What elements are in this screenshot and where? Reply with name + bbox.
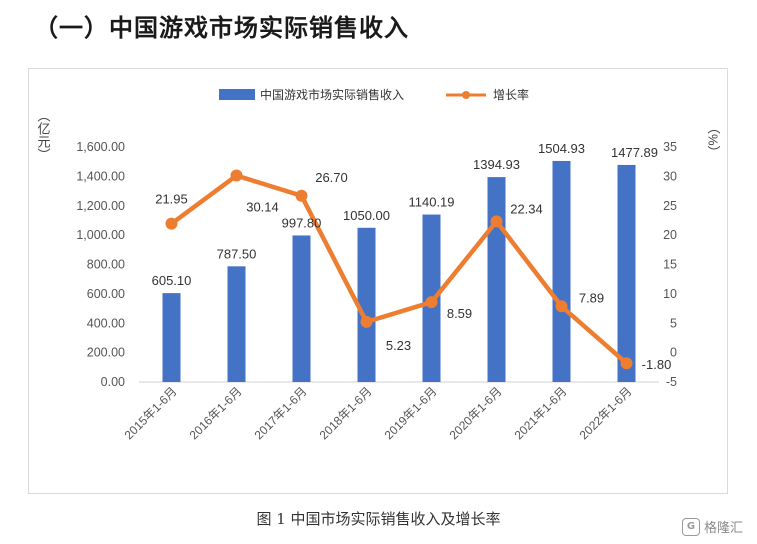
growth-rate-point: [360, 315, 373, 328]
x-category-label: 2018年1-6月: [317, 384, 375, 442]
legend-line-marker: [462, 91, 470, 99]
y-left-tick-label: 800.00: [87, 258, 125, 272]
y-left-tick-label: 1,400.00: [76, 169, 125, 183]
page-heading: （一）中国游戏市场实际销售收入: [34, 14, 409, 42]
y-right-axis-title: （%）: [706, 121, 721, 159]
legend-bar-swatch: [219, 89, 255, 100]
x-category-label: 2015年1-6月: [122, 384, 180, 442]
growth-rate-point: [490, 215, 503, 228]
revenue-data-label: 605.10: [152, 273, 192, 288]
chart-frame: 中国游戏市场实际销售收入 增长率 （亿元） （%） 0.00 200.00 400.00 60…: [28, 68, 728, 494]
growth-rate-point: [165, 217, 178, 230]
revenue-bar: [552, 160, 571, 382]
chart-canvas: 中国游戏市场实际销售收入 增长率 （亿元） （%） 0.00 200.00 400.00 60…: [36, 87, 721, 442]
revenue-data-label: 1477.89: [611, 145, 658, 160]
growth-rate-point: [620, 357, 633, 370]
growth-rate-data-label: 5.23: [386, 338, 411, 353]
growth-rate-data-label: -1.80: [642, 357, 672, 372]
legend-bar-label: 中国游戏市场实际销售收入: [260, 87, 404, 102]
x-category-label: 2022年1-6月: [577, 384, 635, 442]
y-right-tick-label: 20: [663, 228, 677, 242]
revenue-data-label: 1394.93: [473, 157, 520, 172]
y-right-tick-label: 5: [670, 316, 677, 330]
y-left-tick-label: 600.00: [87, 287, 125, 301]
x-category-label: 2017年1-6月: [252, 384, 310, 442]
y-left-tick-label: 1,000.00: [76, 228, 125, 242]
figure-caption: 图 1 中国市场实际销售收入及增长率: [256, 510, 501, 528]
growth-rate-data-label: 7.89: [579, 290, 604, 305]
watermark-logo-icon: G: [681, 517, 700, 536]
revenue-data-label: 1050.00: [343, 208, 390, 223]
legend-line-label: 增长率: [493, 87, 529, 102]
growth-rate-line: [170, 173, 628, 365]
y-right-tick-label: 0: [670, 346, 677, 360]
revenue-data-label: 1504.93: [538, 141, 585, 156]
growth-rate-point: [425, 296, 438, 309]
x-category-label: 2020年1-6月: [447, 384, 505, 442]
y-left-tick-label: 200.00: [87, 346, 125, 360]
growth-rate-data-label: 30.14: [246, 200, 279, 215]
revenue-data-label: 997.80: [282, 215, 322, 230]
growth-rate-point: [295, 189, 308, 202]
revenue-bar: [487, 177, 506, 382]
growth-rate-point: [230, 169, 243, 182]
revenue-bar: [357, 227, 376, 382]
y-left-tick-label: 0.00: [101, 375, 125, 389]
growth-rate-point: [555, 300, 568, 313]
y-left-tick-label: 1,200.00: [76, 199, 125, 213]
x-category-label: 2016年1-6月: [187, 384, 245, 442]
growth-rate-data-label: 26.70: [315, 170, 348, 185]
growth-rate-data-label: 22.34: [510, 201, 543, 216]
y-right-tick-label: 25: [663, 199, 677, 213]
y-right-tick-label: 10: [663, 287, 677, 301]
y-right-tick-label: 15: [663, 258, 677, 272]
y-right-tick-label: -5: [666, 375, 677, 389]
growth-rate-data-label: 21.95: [155, 192, 188, 207]
x-category-label: 2019年1-6月: [382, 384, 440, 442]
y-right-tick-label: 30: [663, 169, 677, 183]
watermark: G 格隆汇: [681, 517, 743, 536]
y-left-tick-label: 400.00: [87, 316, 125, 330]
revenue-data-label: 787.50: [217, 246, 257, 261]
revenue-data-label: 1140.19: [408, 195, 454, 210]
y-left-tick-label: 1,600.00: [76, 140, 125, 154]
x-category-label: 2021年1-6月: [512, 384, 570, 442]
y-left-axis-title: （亿元）: [36, 109, 51, 161]
revenue-bar: [292, 235, 311, 382]
revenue-bar: [617, 164, 636, 382]
watermark-text: 格隆汇: [703, 521, 743, 536]
revenue-bar: [227, 266, 246, 382]
revenue-bar: [162, 293, 181, 382]
growth-rate-data-label: 8.59: [447, 306, 472, 321]
y-right-tick-label: 35: [663, 140, 677, 154]
